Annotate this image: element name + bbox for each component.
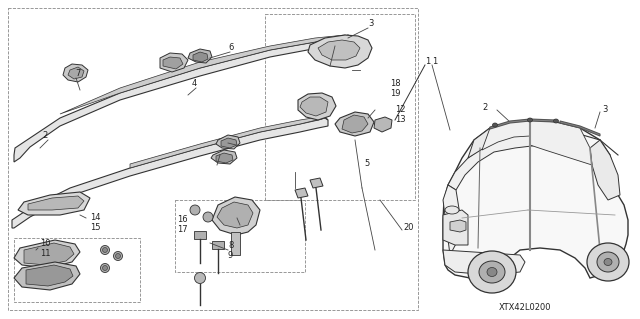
Bar: [8, 8, 418, 310]
Text: 15: 15: [90, 224, 100, 233]
Polygon shape: [443, 210, 468, 245]
Polygon shape: [374, 117, 392, 132]
Polygon shape: [211, 150, 237, 164]
Polygon shape: [163, 57, 183, 69]
Polygon shape: [18, 192, 90, 215]
Ellipse shape: [203, 212, 213, 222]
Ellipse shape: [493, 123, 497, 127]
Ellipse shape: [487, 268, 497, 277]
Text: XTX42L0200: XTX42L0200: [499, 303, 551, 313]
Polygon shape: [68, 67, 84, 79]
Ellipse shape: [100, 263, 109, 272]
Polygon shape: [26, 265, 73, 286]
Bar: [14, 238, 140, 302]
Ellipse shape: [468, 251, 516, 293]
Polygon shape: [188, 49, 212, 63]
Polygon shape: [298, 93, 336, 120]
Polygon shape: [24, 243, 74, 265]
Ellipse shape: [102, 265, 108, 271]
Polygon shape: [590, 140, 620, 200]
Text: 2: 2: [42, 130, 47, 139]
Polygon shape: [221, 138, 237, 148]
Ellipse shape: [115, 254, 120, 258]
Text: 9: 9: [228, 251, 233, 261]
Polygon shape: [217, 202, 253, 228]
Text: 10: 10: [40, 240, 51, 249]
Text: 3: 3: [368, 19, 373, 28]
Ellipse shape: [597, 252, 619, 272]
Polygon shape: [216, 153, 233, 163]
Text: 20: 20: [403, 224, 413, 233]
Text: 18: 18: [390, 78, 401, 87]
Text: 8: 8: [228, 241, 234, 250]
Text: 14: 14: [90, 213, 100, 222]
Text: 6: 6: [228, 43, 234, 53]
Polygon shape: [310, 178, 323, 188]
Polygon shape: [300, 97, 328, 116]
Bar: [175, 200, 305, 272]
Text: 1: 1: [432, 57, 437, 66]
Ellipse shape: [587, 243, 629, 281]
Polygon shape: [231, 232, 240, 255]
Polygon shape: [450, 220, 466, 232]
Polygon shape: [160, 53, 188, 72]
Polygon shape: [216, 135, 240, 149]
Ellipse shape: [195, 272, 205, 284]
Polygon shape: [560, 121, 600, 136]
Ellipse shape: [527, 118, 532, 122]
Polygon shape: [14, 240, 80, 268]
Ellipse shape: [479, 261, 505, 283]
Text: 17: 17: [177, 226, 188, 234]
Text: 3: 3: [602, 106, 607, 115]
Text: 16: 16: [177, 216, 188, 225]
Polygon shape: [443, 120, 628, 278]
Polygon shape: [335, 112, 374, 136]
Text: 5: 5: [364, 160, 369, 168]
Text: 11: 11: [40, 249, 51, 258]
Text: 19: 19: [390, 88, 401, 98]
Polygon shape: [468, 120, 530, 158]
Polygon shape: [194, 231, 206, 239]
Bar: [265, 14, 415, 200]
Text: 4: 4: [192, 79, 197, 88]
Polygon shape: [448, 134, 545, 190]
Polygon shape: [490, 119, 555, 129]
Text: 13: 13: [395, 115, 406, 124]
Polygon shape: [63, 64, 88, 82]
Polygon shape: [308, 35, 372, 68]
Polygon shape: [193, 52, 208, 62]
Polygon shape: [28, 196, 84, 210]
Polygon shape: [530, 120, 592, 165]
Polygon shape: [14, 262, 80, 290]
Polygon shape: [318, 40, 360, 60]
Ellipse shape: [554, 119, 559, 123]
Text: 7: 7: [75, 69, 81, 78]
Polygon shape: [212, 197, 260, 235]
Ellipse shape: [113, 251, 122, 261]
Ellipse shape: [102, 248, 108, 253]
Polygon shape: [443, 185, 460, 255]
Polygon shape: [295, 188, 308, 198]
Polygon shape: [12, 118, 328, 228]
Polygon shape: [342, 115, 368, 133]
Ellipse shape: [604, 258, 612, 265]
Polygon shape: [443, 250, 525, 275]
Polygon shape: [130, 116, 328, 168]
Text: 1: 1: [425, 57, 430, 66]
Ellipse shape: [100, 246, 109, 255]
Polygon shape: [60, 35, 352, 114]
Ellipse shape: [445, 206, 459, 214]
Text: 12: 12: [395, 106, 406, 115]
Polygon shape: [212, 241, 224, 249]
Polygon shape: [14, 35, 352, 162]
Ellipse shape: [190, 205, 200, 215]
Polygon shape: [482, 120, 530, 150]
Text: 2: 2: [482, 103, 487, 113]
